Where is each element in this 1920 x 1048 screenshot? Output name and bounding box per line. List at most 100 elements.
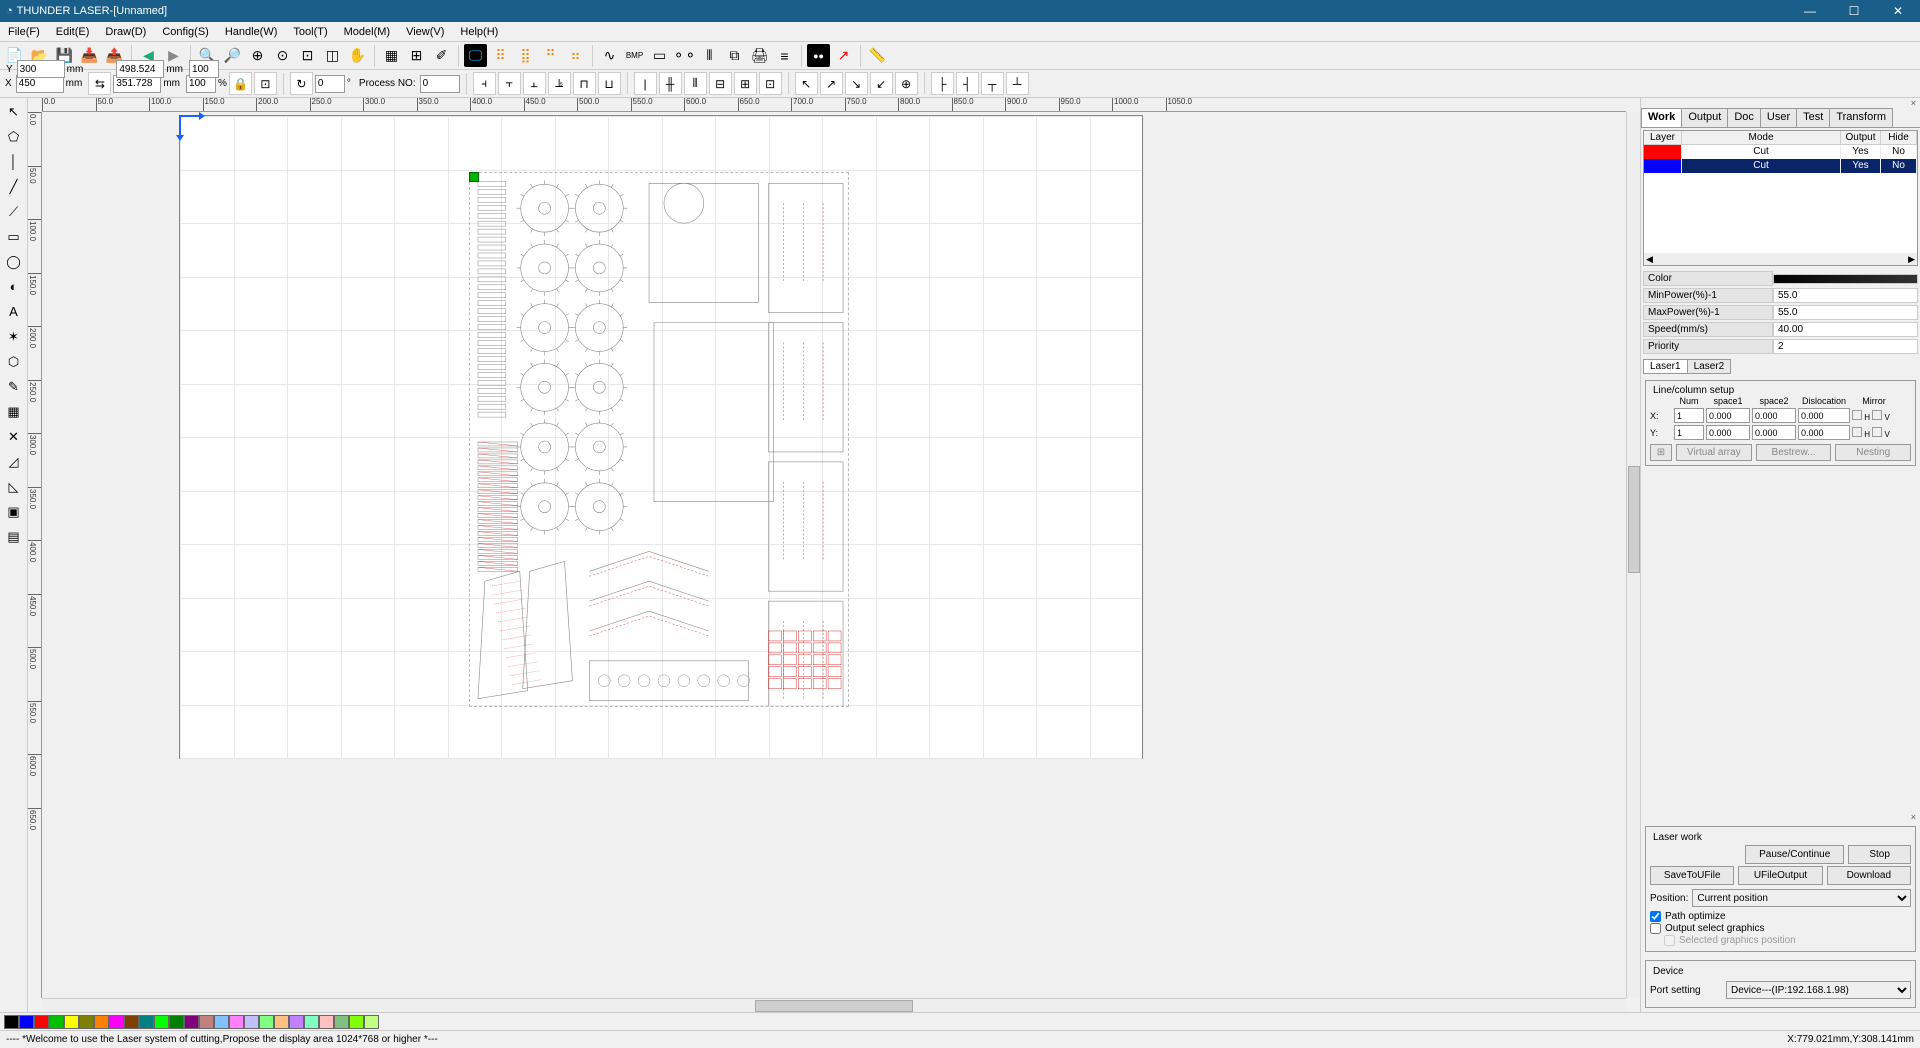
color-swatch[interactable] [259,1015,274,1029]
path-optimize-check[interactable] [1650,911,1661,922]
eyedrop-icon[interactable]: ✐ [430,44,453,67]
laser-tab-0[interactable]: Laser1 [1643,359,1688,374]
align-btn-15[interactable]: ↙ [870,72,893,95]
left-tool-5[interactable]: ▭ [2,225,25,248]
layer-row[interactable]: CutYesNo [1644,145,1917,159]
align-btn-5[interactable]: ⊔ [598,72,621,95]
left-tool-14[interactable]: ◿ [2,450,25,473]
align-btn-3[interactable]: ⫡ [548,72,571,95]
pan-icon[interactable]: ✋ [346,44,369,67]
ufile-output-button[interactable]: UFileOutput [1738,866,1822,885]
align-btn-10[interactable]: ⊞ [734,72,757,95]
virtual-array-button[interactable]: Virtual array [1676,444,1752,461]
color-swatch[interactable] [94,1015,109,1029]
lc-Y:s1[interactable] [1706,425,1750,440]
color-swatch[interactable] [49,1015,64,1029]
align-btn-7[interactable]: ╫ [659,72,682,95]
align-btn-6[interactable]: | [634,72,657,95]
array1-icon[interactable]: ⠿ [489,44,512,67]
rect-tool-icon[interactable]: ▭ [648,44,671,67]
device-select[interactable]: Device---(IP:192.168.1.98) [1726,981,1911,999]
array3-icon[interactable]: ⠛ [539,44,562,67]
color-swatch[interactable] [124,1015,139,1029]
left-tool-9[interactable]: ✶ [2,325,25,348]
color-swatch[interactable] [4,1015,19,1029]
color-swatch[interactable] [274,1015,289,1029]
menu-tool[interactable]: Tool(T) [285,24,335,40]
bestrew--button[interactable]: Bestrew... [1756,444,1832,461]
color-swatch[interactable] [214,1015,229,1029]
left-tool-1[interactable]: ⬠ [2,125,25,148]
left-tool-2[interactable]: │ [2,150,25,173]
menu-view[interactable]: View(V) [398,24,452,40]
port-setting-button[interactable]: Port setting [1650,985,1722,996]
layer-row[interactable]: CutYesNo [1644,159,1917,173]
lc-Y:dis[interactable] [1798,425,1850,440]
cut-artwork[interactable] [469,172,849,707]
align-btn-0[interactable]: ⫞ [473,72,496,95]
array-grid-icon[interactable]: ⊞ [1650,444,1672,461]
left-tool-15[interactable]: ◺ [2,475,25,498]
array2-icon[interactable]: ⣿ [514,44,537,67]
menu-edit[interactable]: Edit(E) [48,24,98,40]
align-btn-4[interactable]: ⊓ [573,72,596,95]
stop-button[interactable]: Stop [1848,845,1911,864]
h-input[interactable] [116,60,164,78]
rot-input[interactable] [315,75,345,93]
tab-work[interactable]: Work [1641,108,1682,127]
left-tool-10[interactable]: ⬡ [2,350,25,373]
align-btn-8[interactable]: ⫴ [684,72,707,95]
zoom-sel-icon[interactable]: ⊕ [246,44,269,67]
anchor-icon[interactable]: ⊡ [254,72,277,95]
position-select[interactable]: Current position [1692,889,1911,907]
align-btn-18[interactable]: ┤ [956,72,979,95]
save-ufile-button[interactable]: SaveToUFile [1650,866,1734,885]
download-button[interactable]: Download [1827,866,1911,885]
menu-help[interactable]: Help(H) [452,24,506,40]
snap-icon[interactable]: ⊞ [405,44,428,67]
left-tool-11[interactable]: ✎ [2,375,25,398]
output-select-check[interactable] [1650,923,1661,934]
tab-output[interactable]: Output [1681,108,1728,127]
lock-aspect-icon[interactable]: 🔒 [229,72,252,95]
color-swatch[interactable] [184,1015,199,1029]
color-swatch[interactable] [34,1015,49,1029]
nesting-button[interactable]: Nesting [1835,444,1911,461]
zoom-page-icon[interactable]: ◫ [321,44,344,67]
menu-handle[interactable]: Handle(W) [217,24,286,40]
color-swatch[interactable] [319,1015,334,1029]
align-btn-9[interactable]: ⊟ [709,72,732,95]
color-swatch[interactable] [349,1015,364,1029]
zoom-all-icon[interactable]: ⊡ [296,44,319,67]
measure-icon[interactable]: 📏 [866,44,889,67]
canvas[interactable] [42,112,1626,998]
lc-Y:s2[interactable] [1752,425,1796,440]
panel2-close-icon[interactable]: × [1641,812,1920,822]
group-icon[interactable]: ⧉ [723,44,746,67]
color-swatch[interactable] [229,1015,244,1029]
left-tool-4[interactable]: ⟋ [2,200,25,223]
menu-model[interactable]: Model(M) [336,24,398,40]
color-swatch[interactable] [154,1015,169,1029]
laser-tab-1[interactable]: Laser2 [1687,359,1732,374]
tab-user[interactable]: User [1760,108,1797,127]
align-icon[interactable]: ⫴ [698,44,721,67]
zoom-fit-icon[interactable]: ⊙ [271,44,294,67]
color-swatch[interactable] [364,1015,379,1029]
left-tool-0[interactable]: ↖ [2,100,25,123]
align-btn-19[interactable]: ┬ [981,72,1004,95]
left-tool-3[interactable]: ╱ [2,175,25,198]
color-swatch[interactable] [199,1015,214,1029]
left-tool-13[interactable]: ✕ [2,425,25,448]
align-btn-16[interactable]: ⊕ [895,72,918,95]
color-swatch[interactable] [109,1015,124,1029]
color-swatch[interactable] [139,1015,154,1029]
align-btn-12[interactable]: ↖ [795,72,818,95]
maximize-button[interactable]: ☐ [1832,0,1876,22]
bmp-icon[interactable]: BMP [623,44,646,67]
array4-icon[interactable]: ⠶ [564,44,587,67]
y-input[interactable] [17,60,65,78]
start-point[interactable] [469,172,479,182]
color-swatch[interactable] [244,1015,259,1029]
left-tool-8[interactable]: A [2,300,25,323]
